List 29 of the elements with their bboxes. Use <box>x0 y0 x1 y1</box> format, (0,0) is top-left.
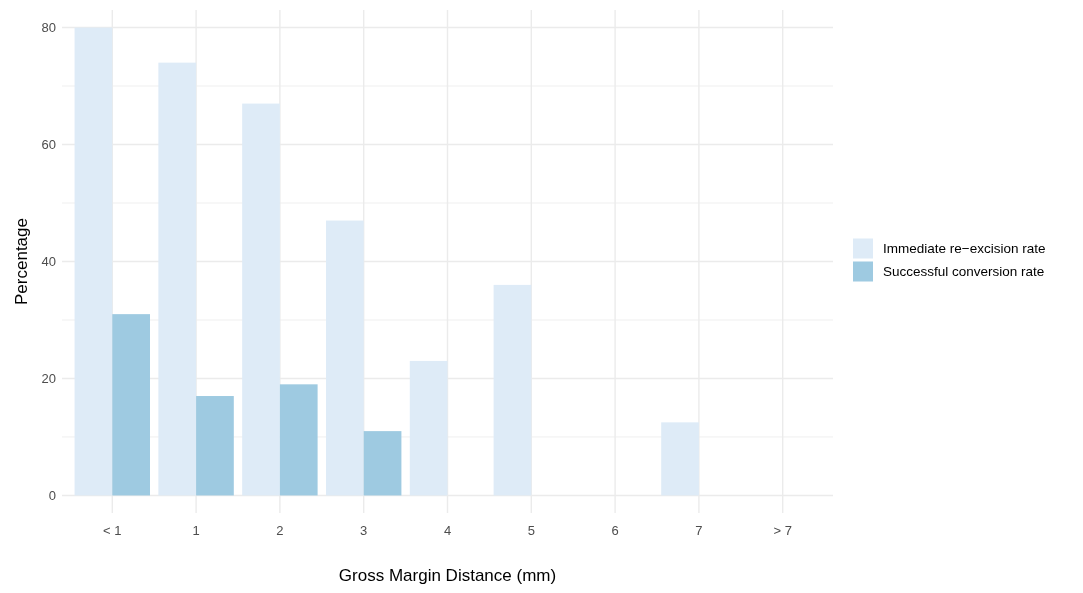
x-tick-label: > 7 <box>773 523 792 538</box>
bar <box>242 103 280 496</box>
bar <box>196 396 234 496</box>
bar <box>661 422 699 496</box>
bar <box>112 314 150 496</box>
bar <box>493 284 532 496</box>
bar <box>363 431 402 496</box>
x-tick-label: 5 <box>527 523 535 538</box>
bar <box>74 27 113 496</box>
legend-label: Immediate re−excision rate <box>883 241 1046 257</box>
x-axis-title: Gross Margin Distance (mm) <box>338 566 557 585</box>
x-tick-label: 3 <box>360 523 368 538</box>
y-tick-label: 20 <box>41 371 56 387</box>
y-axis-title: Percentage <box>12 218 31 305</box>
bar <box>409 360 448 496</box>
y-tick-label: 40 <box>41 254 56 270</box>
x-tick-label: < 1 <box>103 523 122 538</box>
x-tick-label: 2 <box>276 523 284 538</box>
bar <box>325 220 364 496</box>
x-tick-label: 4 <box>443 523 452 538</box>
y-tick-label: 60 <box>41 137 56 153</box>
x-tick-label: 7 <box>695 523 703 538</box>
bar <box>279 384 318 496</box>
x-tick-label: 1 <box>192 523 200 538</box>
y-tick-label: 0 <box>48 488 56 503</box>
x-tick-label: 6 <box>611 523 619 538</box>
bar <box>158 62 197 496</box>
legend-label: Successful conversion rate <box>883 264 1045 280</box>
y-tick-label: 80 <box>41 20 56 36</box>
